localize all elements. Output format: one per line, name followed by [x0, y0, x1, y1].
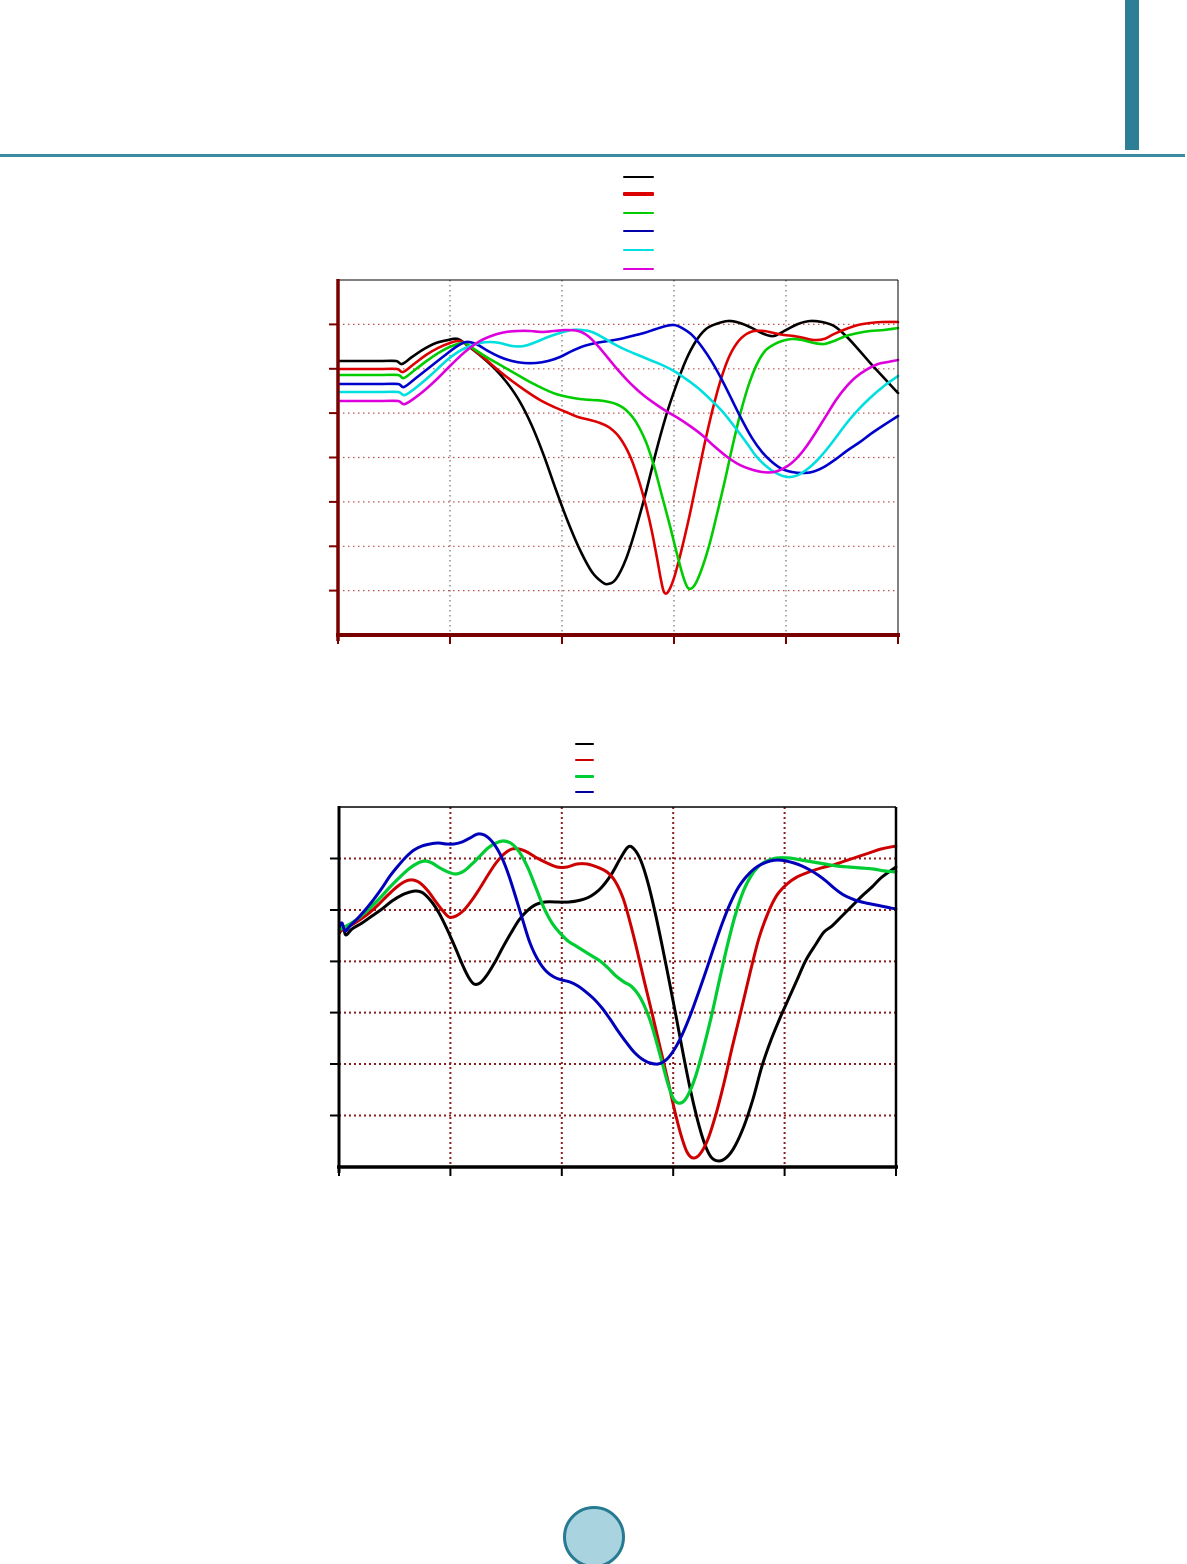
chart2-legend-swatch-3 — [575, 791, 594, 793]
chart1-legend-swatch-3 — [623, 230, 654, 232]
chart2-legend-swatch-2 — [575, 774, 594, 778]
page-number-bubble — [563, 1506, 625, 1564]
header-rule — [0, 154, 1185, 157]
chart1-canvas — [329, 279, 900, 644]
chart1-legend-swatch-0 — [623, 176, 654, 178]
chart2-legend-swatch-0 — [575, 743, 594, 745]
chart2-canvas — [330, 806, 898, 1176]
chart1-legend-swatch-1 — [623, 192, 654, 196]
chart1-legend-swatch-4 — [623, 249, 654, 251]
chart1-legend-swatch-5 — [623, 268, 654, 270]
chart2-legend-swatch-1 — [575, 759, 594, 761]
chart2-plot — [330, 806, 898, 1176]
chart1-plot — [329, 279, 900, 644]
chart1-legend-swatch-2 — [623, 212, 654, 214]
sidebar-accent-bar — [1125, 0, 1139, 150]
